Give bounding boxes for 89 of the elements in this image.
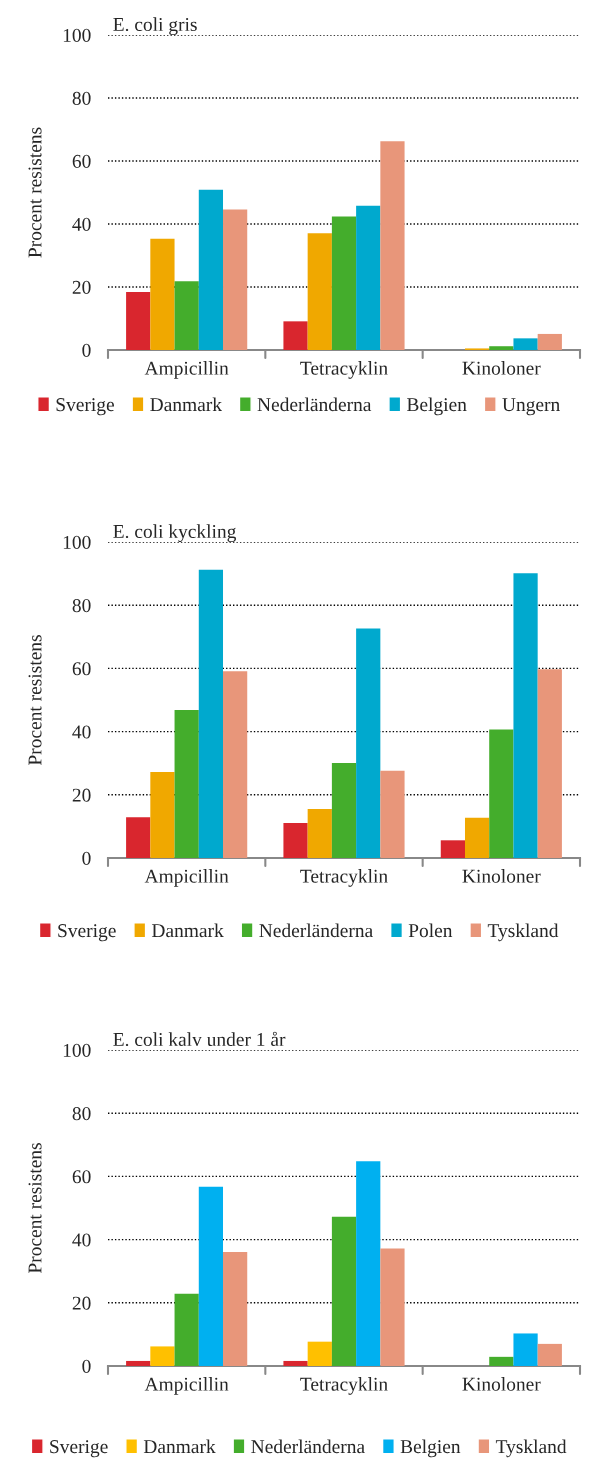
- bar: [126, 817, 151, 858]
- x-tick-label: Tetracyklin: [300, 1377, 388, 1395]
- y-tick-label: 20: [72, 788, 91, 802]
- y-tick-label: 0: [82, 343, 91, 357]
- x-tick-label: Ampicillin: [144, 869, 229, 887]
- x-tick-label: Tetracyklin: [300, 869, 388, 887]
- bar: [489, 1356, 514, 1366]
- bar: [283, 1360, 308, 1366]
- bar: [489, 729, 514, 858]
- bar: [380, 1248, 405, 1366]
- bar: [537, 333, 562, 350]
- bar: [331, 1216, 357, 1366]
- y-tick-label: 60: [72, 1170, 91, 1184]
- y-tick-label: 0: [82, 1359, 91, 1373]
- x-tick-label: Kinoloner: [462, 1377, 541, 1391]
- legend-label: Sverige: [58, 924, 116, 942]
- legend-label: Tyskland: [487, 923, 559, 942]
- legend-label: Polen: [408, 923, 453, 938]
- y-tick-label: 20: [72, 280, 91, 294]
- y-tick-label: 20: [72, 1296, 91, 1310]
- bar: [223, 671, 248, 858]
- bar: [356, 205, 381, 350]
- bar: [283, 822, 308, 858]
- bar: [198, 569, 224, 858]
- legend-label: Danmark: [143, 1439, 216, 1454]
- bar: [356, 628, 381, 858]
- bar: [513, 1333, 538, 1366]
- legend-label: Nederländerna: [257, 397, 372, 412]
- x-tick-label: Kinoloner: [462, 361, 541, 375]
- bar: [356, 1161, 381, 1366]
- bar: [464, 817, 490, 858]
- x-tick-label: Ampicillin: [144, 1377, 229, 1395]
- y-axis-title: Procent resistens: [28, 127, 42, 258]
- legend-label: Ungern: [502, 398, 560, 416]
- y-tick-label: 60: [72, 154, 91, 168]
- chart-title: E. coli kalv under 1 år: [113, 1031, 286, 1047]
- legend-label: Belgien: [400, 1439, 461, 1458]
- y-tick-label: 80: [72, 91, 91, 105]
- bar: [174, 281, 199, 350]
- bar: [537, 1343, 562, 1366]
- legend-label: Belgien: [407, 397, 467, 416]
- legend-label: Danmark: [150, 397, 222, 412]
- y-tick-label: 100: [63, 535, 91, 549]
- bar: [150, 772, 175, 858]
- x-tick-label: Tetracyklin: [300, 361, 388, 379]
- legend-label: Nederländerna: [251, 1439, 365, 1454]
- x-tick-label: Kinoloner: [462, 869, 541, 883]
- y-tick-label: 100: [63, 1043, 91, 1057]
- y-tick-label: 40: [72, 1233, 91, 1247]
- bar: [283, 321, 308, 350]
- bar: [440, 840, 465, 858]
- bar: [513, 573, 538, 858]
- bar: [174, 1293, 199, 1366]
- bar: [380, 141, 405, 350]
- bar: [150, 238, 175, 350]
- bar: [331, 762, 357, 858]
- y-tick-label: 80: [72, 599, 91, 613]
- y-tick-label: 60: [72, 662, 91, 676]
- y-axis-title: Procent resistens: [28, 1143, 42, 1274]
- y-tick-label: 80: [72, 1107, 91, 1121]
- bar: [380, 770, 405, 858]
- legend-label: Sverige: [50, 1440, 108, 1458]
- legend-label: Tyskland: [495, 1439, 567, 1458]
- bar: [198, 189, 224, 350]
- y-axis-title: Procent resistens: [28, 635, 42, 766]
- legend-label: Sverige: [56, 398, 114, 416]
- bar: [150, 1346, 175, 1366]
- bar: [331, 216, 357, 350]
- bar: [513, 338, 538, 350]
- y-tick-label: 40: [72, 725, 91, 739]
- bar: [537, 669, 562, 858]
- x-tick-label: Ampicillin: [144, 361, 229, 379]
- y-tick-label: 40: [72, 217, 91, 231]
- bar: [198, 1186, 224, 1366]
- y-tick-label: 0: [82, 851, 91, 865]
- chart-title: E. coli gris: [113, 17, 197, 36]
- bar: [223, 1251, 248, 1366]
- bar: [489, 346, 514, 350]
- bar: [126, 1360, 151, 1366]
- legend-label: Nederländerna: [259, 923, 373, 938]
- bar: [307, 809, 332, 858]
- bar: [126, 292, 151, 350]
- chart-title: E. coli kyckling: [113, 524, 237, 543]
- bar: [307, 233, 332, 350]
- bar: [307, 1341, 332, 1366]
- y-tick-label: 100: [63, 28, 91, 42]
- bar: [174, 710, 199, 858]
- legend-label: Danmark: [151, 923, 224, 938]
- bar: [223, 209, 248, 350]
